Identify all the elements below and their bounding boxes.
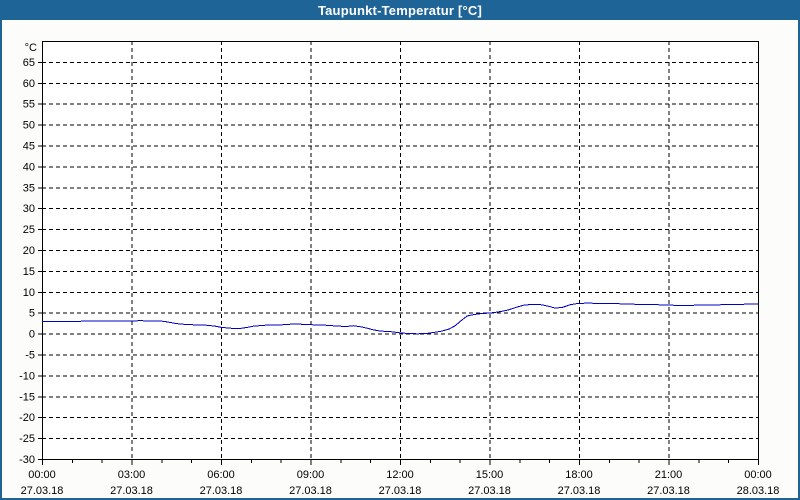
y-tick-label: 55 (23, 99, 35, 111)
y-tick-label: -30 (19, 454, 35, 466)
x-tick-time-label: 12:00 (386, 469, 414, 481)
x-tick-date-label: 27.03.18 (21, 485, 64, 497)
y-axis-ticks (38, 61, 42, 460)
window-titlebar[interactable]: Taupunkt-Temperatur [°C] (0, 0, 800, 20)
chart-content: 65 60 55 50 45 40 35 30 25 20 15 10 5 0 -5 -10 -15 -20 -25… (2, 20, 798, 498)
x-tick-date-label: 27.03.18 (647, 485, 690, 497)
x-tick-date-label: 27.03.18 (110, 485, 153, 497)
y-tick-label: 65 (23, 57, 35, 69)
y-tick-label: -10 (19, 370, 35, 382)
y-tick-label: 50 (23, 120, 35, 132)
y-tick-label: 0 (29, 329, 35, 341)
x-tick-date-label: 27.03.18 (558, 485, 601, 497)
y-tick-label: -15 (19, 391, 35, 403)
y-tick-label: 10 (23, 287, 35, 299)
y-tick-label: 15 (23, 266, 35, 278)
x-tick-time-label: 00:00 (28, 469, 56, 481)
x-tick-time-label: 18:00 (565, 469, 593, 481)
x-axis-ticks (42, 459, 759, 465)
y-tick-label: 45 (23, 141, 35, 153)
y-tick-label: 20 (23, 245, 35, 257)
x-tick-time-label: 15:00 (476, 469, 504, 481)
dewpoint-line-chart: 65605550454035302520151050-5-10-15-20-25… (19, 41, 780, 497)
x-tick-time-label: 03:00 (118, 469, 146, 481)
x-axis-labels: 00:00 27.03.18 03:00 27.03.18 06:00 27.03.18 0… (21, 469, 780, 497)
x-tick-time-label: 09:00 (297, 469, 325, 481)
x-tick-time-label: 06:00 (207, 469, 235, 481)
y-tick-label: 25 (23, 224, 35, 236)
y-tick-label: 30 (23, 203, 35, 215)
y-axis-unit-label: °C (25, 42, 37, 54)
x-tick-date-label: 28.03.18 (737, 485, 780, 497)
x-tick-date-label: 27.03.18 (289, 485, 332, 497)
y-tick-label: -5 (25, 350, 35, 362)
y-tick-label: 5 (29, 308, 35, 320)
y-tick-label: 40 (23, 161, 35, 173)
y-tick-label: 35 (23, 182, 35, 194)
y-axis-labels: 65605550454035302520151050-5-10-15-20-25… (19, 57, 35, 466)
y-tick-label: 60 (23, 78, 35, 90)
y-tick-label: -20 (19, 412, 35, 424)
x-tick-date-label: 27.03.18 (468, 485, 511, 497)
dewpoint-data-line (42, 302, 758, 335)
x-tick-time-label: 00:00 (744, 469, 772, 481)
x-tick-date-label: 27.03.18 (379, 485, 422, 497)
x-tick-time-label: 21:00 (655, 469, 683, 481)
window-title: Taupunkt-Temperatur [°C] (317, 2, 483, 18)
y-tick-label: -25 (19, 433, 35, 445)
x-tick-date-label: 27.03.18 (200, 485, 243, 497)
